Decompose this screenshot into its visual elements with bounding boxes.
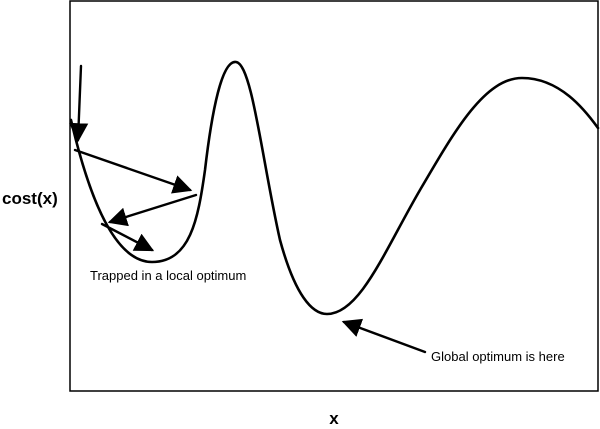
plot-frame — [69, 0, 599, 392]
search-arrow-1 — [73, 148, 193, 194]
search-arrow-2 — [107, 193, 198, 227]
local-optimum-annotation: Trapped in a local optimum — [90, 268, 246, 283]
y-axis-label: cost(x) — [2, 189, 58, 208]
search-arrow-3 — [100, 222, 155, 252]
x-axis-label: x — [329, 409, 339, 428]
search-arrow-start — [69, 64, 89, 143]
cost-curve — [69, 60, 600, 316]
global-optimum-annotation: Global optimum is here — [431, 349, 565, 364]
global-optimum-arrow — [341, 318, 427, 354]
